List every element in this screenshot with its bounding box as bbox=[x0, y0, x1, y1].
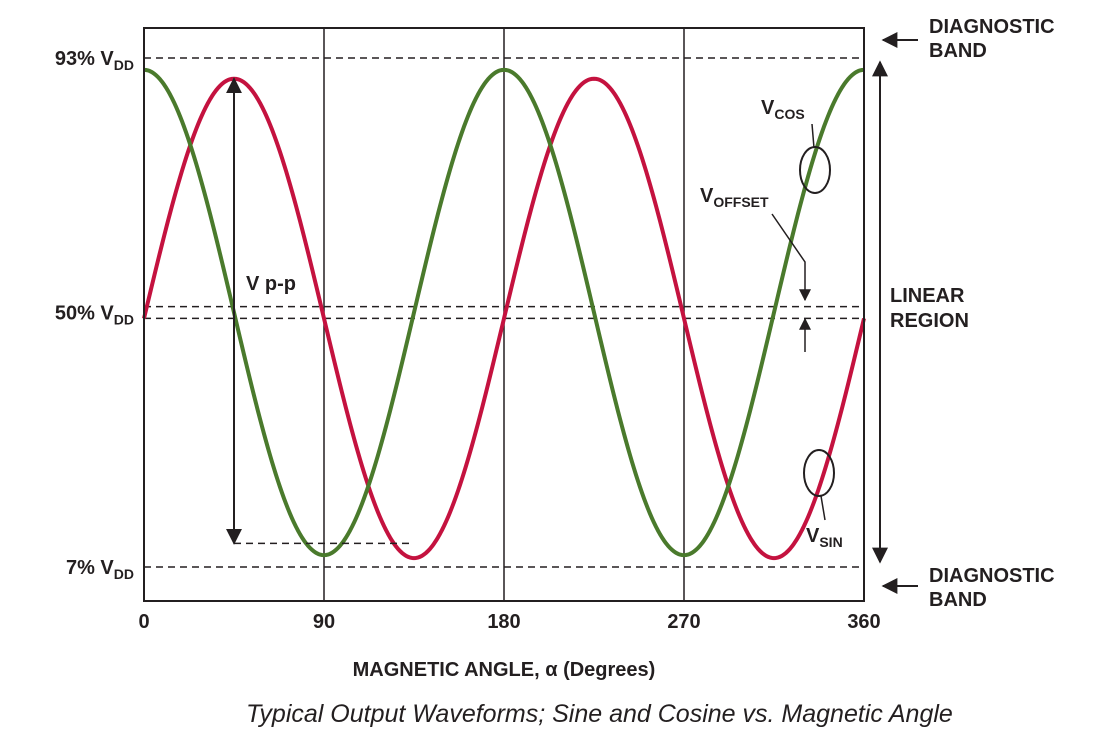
svg-text:BAND: BAND bbox=[929, 589, 987, 611]
series-line-v-sin bbox=[142, 76, 866, 561]
x-axis-title: MAGNETIC ANGLE, α (Degrees) bbox=[353, 659, 656, 681]
waveform-chart: 0 90 180 270 360 93% VDD 50% VDD 7% VDD V p-p M… bbox=[55, 16, 1055, 681]
diagnostic-band-bottom-label: DIAGNOSTIC BAND bbox=[929, 565, 1055, 611]
vpp-label: V p-p bbox=[246, 273, 296, 295]
diagnostic-band-top-label: DIAGNOSTIC BAND bbox=[929, 16, 1055, 62]
series-line-v-cos bbox=[143, 67, 865, 558]
vsin-ellipse bbox=[803, 449, 835, 497]
y-tick-label: 93% VDD bbox=[55, 48, 134, 73]
voffset-leader bbox=[771, 213, 811, 302]
vcos-label: VCOS bbox=[761, 97, 805, 122]
x-tick-label: 0 bbox=[138, 611, 149, 633]
y-tick-label: 7% VDD bbox=[66, 557, 134, 582]
svg-text:REGION: REGION bbox=[890, 310, 969, 332]
x-tick-label: 180 bbox=[487, 611, 520, 633]
voffset-label: VOFFSET bbox=[700, 185, 769, 210]
svg-text:DIAGNOSTIC: DIAGNOSTIC bbox=[929, 16, 1055, 38]
y-tick-label: 50% VDD bbox=[55, 303, 134, 328]
x-tick-label: 90 bbox=[313, 611, 335, 633]
vcos-leader bbox=[811, 123, 815, 149]
x-tick-label: 270 bbox=[667, 611, 700, 633]
svg-text:BAND: BAND bbox=[929, 40, 987, 62]
linear-region-label: LINEAR REGION bbox=[890, 285, 969, 332]
vsin-label: VSIN bbox=[806, 525, 843, 550]
x-tick-label: 360 bbox=[847, 611, 880, 633]
svg-text:LINEAR: LINEAR bbox=[890, 285, 965, 307]
vsin-leader bbox=[820, 495, 826, 521]
vcos-ellipse bbox=[799, 146, 831, 194]
figure-caption: Typical Output Waveforms; Sine and Cosin… bbox=[246, 700, 953, 728]
plot-frame bbox=[143, 27, 865, 602]
svg-text:DIAGNOSTIC: DIAGNOSTIC bbox=[929, 565, 1055, 587]
